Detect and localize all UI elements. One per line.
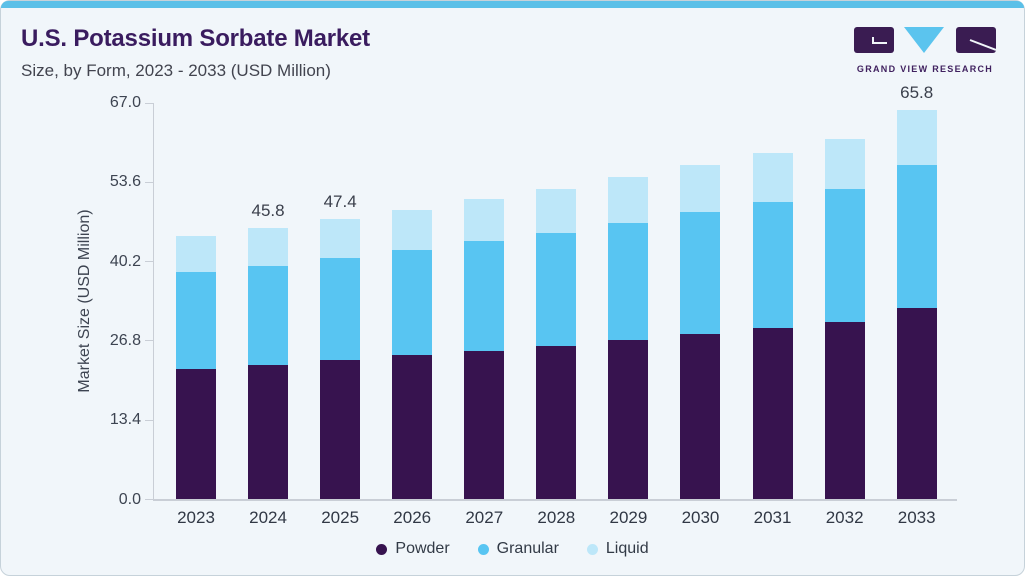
y-tick-mark (145, 340, 153, 342)
bar-segment-2024-granular (248, 265, 289, 365)
y-tick-label: 53.6 (109, 173, 141, 191)
y-tick-label: 40.2 (109, 252, 141, 270)
logo-text: GRAND VIEW RESEARCH (856, 64, 994, 74)
gvr-logo-icon (854, 27, 997, 53)
x-tick-label-2029: 2029 (609, 507, 648, 527)
bar-total-label-2025: 47.4 (323, 191, 357, 211)
legend-item-powder: Powder (376, 540, 450, 558)
y-tick-mark (145, 102, 153, 104)
bar-segment-2028-granular (536, 232, 577, 347)
bar-segment-2030-powder (680, 334, 721, 500)
bar-segment-2030-granular (680, 212, 721, 335)
powder-swatch-icon (376, 543, 388, 555)
bar-segment-2023-liquid (176, 235, 216, 273)
legend-label-powder: Powder (395, 540, 450, 557)
chart-legend: Powder Granular Liquid (1, 538, 1024, 560)
top-accent-stripe (1, 1, 1024, 8)
bar-segment-2032-liquid (824, 138, 865, 190)
bar-segment-2025-liquid (320, 218, 361, 259)
bar-segment-2027-liquid (464, 199, 505, 242)
bar-segment-2023-powder (176, 368, 216, 500)
bar-segment-2028-powder (536, 346, 577, 500)
bar-segment-2026-powder (392, 355, 433, 500)
x-tick-label-2025: 2025 (321, 507, 360, 527)
bar-segment-2033-powder (896, 307, 937, 500)
bar-segment-2032-granular (824, 189, 865, 322)
x-tick-label-2023: 2023 (177, 507, 215, 527)
bar-segment-2029-powder (608, 340, 649, 500)
y-axis-title: Market Size (USD Million) (76, 209, 93, 393)
page-subtitle: Size, by Form, 2023 - 2033 (USD Million) (21, 61, 331, 80)
granular-swatch-icon (477, 543, 489, 555)
bar-segment-2033-liquid (896, 110, 937, 165)
bar-segment-2031-granular (752, 201, 793, 329)
bar-segment-2029-granular (608, 223, 649, 341)
x-tick-label-2024: 2024 (249, 507, 287, 527)
bar-total-label-2024: 45.8 (251, 201, 285, 221)
legend-item-granular: Granular (477, 540, 559, 558)
x-tick-label-2028: 2028 (537, 507, 576, 527)
y-tick-mark (145, 261, 153, 263)
bar-segment-2029-liquid (608, 176, 649, 224)
liquid-swatch-icon (586, 543, 598, 555)
y-tick-label: 13.4 (109, 411, 141, 429)
y-tick-label: 26.8 (109, 331, 141, 349)
bar-segment-2025-granular (320, 258, 361, 360)
bar-segment-2026-liquid (392, 209, 433, 250)
legend-label-liquid: Liquid (605, 540, 649, 557)
bar-segment-2024-liquid (248, 228, 289, 266)
bar-segment-2027-granular (464, 241, 505, 351)
bar-segment-2031-liquid (752, 152, 793, 202)
x-tick-label-2027: 2027 (465, 507, 504, 527)
legend-label-granular: Granular (496, 540, 559, 557)
chart-header: U.S. Potassium Sorbate Market Size, by F… (21, 25, 370, 81)
y-tick-label: 0.0 (118, 490, 141, 508)
y-tick-mark (145, 419, 153, 421)
bar-segment-2028-liquid (536, 188, 577, 233)
y-tick-mark (145, 499, 153, 500)
y-axis-line (153, 103, 154, 500)
bar-segment-2024-powder (248, 364, 289, 500)
x-tick-label-2033: 2033 (897, 507, 936, 527)
y-tick-mark (145, 181, 153, 183)
y-tick-label: 67.0 (109, 94, 141, 111)
page-title: U.S. Potassium Sorbate Market (21, 25, 370, 52)
bar-segment-2031-powder (752, 328, 793, 500)
x-axis-line (153, 498, 957, 501)
x-tick-label-2031: 2031 (753, 507, 792, 527)
bar-segment-2026-granular (392, 249, 433, 356)
x-tick-label-2026: 2026 (393, 507, 432, 527)
bar-segment-2027-powder (464, 350, 505, 500)
bar-segment-2032-powder (824, 321, 865, 500)
x-tick-label-2030: 2030 (681, 507, 720, 527)
legend-item-liquid: Liquid (586, 540, 649, 558)
grand-view-research-logo: GRAND VIEW RESEARCH (854, 27, 997, 74)
bar-segment-2033-granular (896, 164, 937, 308)
x-tick-label-2032: 2032 (825, 507, 864, 527)
bar-total-label-2033: 65.8 (900, 83, 934, 103)
bar-segment-2023-granular (176, 272, 216, 369)
bar-segment-2025-powder (320, 359, 361, 500)
bar-segment-2030-liquid (680, 165, 721, 213)
